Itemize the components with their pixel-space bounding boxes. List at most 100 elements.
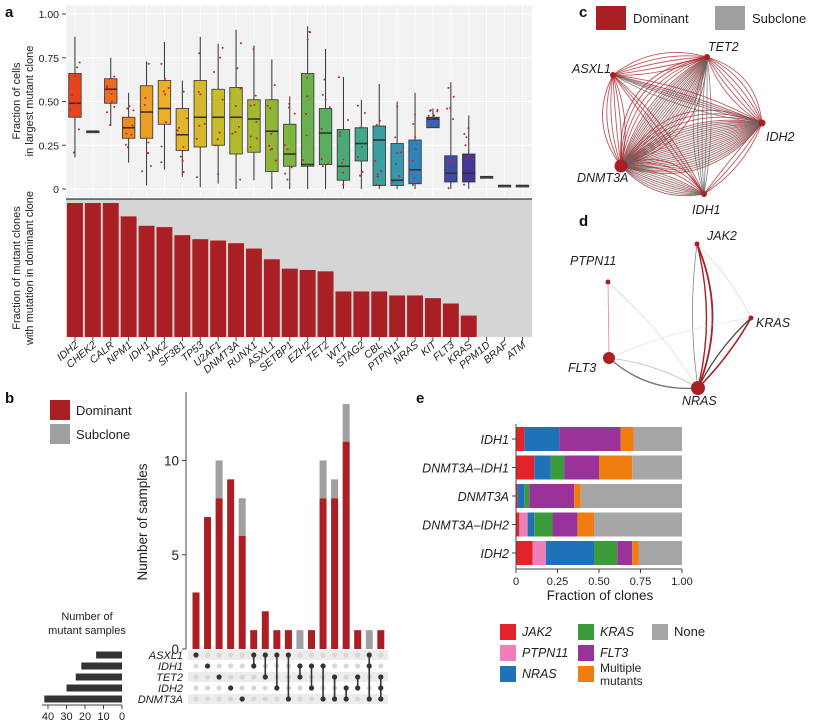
legend-kras-swatch — [578, 624, 594, 640]
matrix-dot-inactive — [320, 652, 326, 658]
dominant-fraction-bar — [389, 295, 406, 337]
data-point — [284, 172, 287, 175]
category-label: IDH2 — [481, 547, 510, 561]
dominant-fraction-bar — [460, 315, 477, 337]
legend-dominant-swatch — [596, 6, 626, 30]
data-point — [182, 90, 185, 93]
data-point — [217, 173, 220, 176]
barplot-bars — [66, 198, 532, 337]
panel-label-a: a — [5, 4, 14, 21]
matrix-dot-active — [216, 674, 222, 680]
network-edge — [620, 165, 705, 195]
node-dnmt3a — [614, 159, 628, 173]
legend-subclone-swatch — [715, 6, 745, 30]
dominant-bar — [331, 498, 339, 649]
data-point — [323, 78, 326, 81]
dominant-bar — [238, 535, 246, 649]
legend-flt3-label: FLT3 — [600, 646, 628, 660]
network-edge — [620, 122, 763, 167]
network-edge — [692, 56, 708, 195]
data-point — [255, 120, 258, 123]
data-point — [429, 117, 432, 120]
dominant-bar — [192, 592, 200, 649]
set-size-tick-label: 30 — [60, 711, 72, 723]
data-point — [286, 178, 289, 181]
data-point — [363, 111, 366, 114]
data-point — [359, 174, 362, 177]
data-point — [195, 176, 198, 179]
segment-multiple-mutants — [632, 541, 639, 565]
panel-label-d: d — [579, 213, 588, 230]
network-edge — [612, 74, 626, 167]
data-point — [234, 104, 237, 107]
data-point — [218, 131, 221, 134]
matrix-dot-inactive — [239, 685, 245, 691]
set-size-tick-label: 20 — [79, 711, 91, 723]
y-tick-label: 0.50 — [39, 97, 60, 109]
panel-c-network: Dominant Subclone TET2 ASXL1 IDH2 DNMT3A… — [571, 6, 806, 217]
set-size-bar — [96, 651, 122, 659]
data-point — [72, 151, 75, 154]
data-point — [185, 117, 188, 120]
data-point — [467, 156, 470, 159]
network-edge — [620, 56, 708, 167]
data-point — [110, 100, 113, 103]
matrix-dot-inactive — [216, 696, 222, 702]
x-tick-label: 0.75 — [630, 576, 651, 588]
network-edge — [696, 243, 708, 389]
matrix-dot-inactive — [228, 696, 234, 702]
segment-multiple-mutants — [574, 484, 581, 508]
network-edge — [620, 122, 763, 167]
dominant-fraction-bar — [120, 216, 137, 337]
category-label: IDH1 — [481, 433, 509, 447]
data-point — [203, 122, 206, 125]
box — [265, 99, 279, 172]
network-edge — [697, 317, 752, 389]
data-point — [198, 52, 201, 55]
matrix-dot-inactive — [262, 685, 268, 691]
segment-none — [580, 484, 682, 508]
data-point — [249, 104, 252, 107]
subclone-bar — [319, 460, 327, 499]
matrix-dot-inactive — [297, 685, 303, 691]
data-point — [463, 133, 466, 136]
upset-y-axis: 0 5 10 — [164, 392, 187, 657]
data-point — [452, 118, 455, 121]
stacked-legend: JAK2 PTPN11 NRAS KRAS FLT3 Multiple muta… — [500, 624, 705, 688]
matrix-dot-inactive — [193, 663, 199, 669]
network-edge — [620, 122, 763, 170]
matrix-dot-inactive — [216, 652, 222, 658]
box — [354, 127, 369, 162]
network-edge — [607, 281, 610, 359]
box — [318, 108, 333, 165]
legend-nras-label: NRAS — [522, 667, 557, 681]
data-point — [320, 157, 323, 160]
data-point — [305, 113, 308, 116]
legend-ptpn11-swatch — [500, 645, 516, 661]
box — [104, 78, 118, 104]
category-label: DNMT3A–IDH1 — [422, 462, 509, 476]
network-edge — [607, 281, 699, 389]
dominant-fraction-bar — [335, 291, 352, 337]
stacked-axes: IDH1 DNMT3A–IDH1 DNMT3A DNMT3A–IDH2 IDH2 0 0.2… — [422, 424, 693, 588]
data-point — [356, 104, 359, 107]
segment-ptpn11 — [519, 512, 528, 537]
network-edge — [706, 56, 763, 124]
legend-dominant-label: Dominant — [76, 403, 132, 418]
data-point — [465, 158, 468, 161]
data-point — [283, 144, 286, 147]
data-point — [78, 61, 81, 64]
matrix-dot-active — [193, 652, 199, 658]
data-point — [141, 170, 144, 173]
subclone-bar — [215, 460, 223, 499]
network-edge — [620, 122, 763, 171]
network-edge — [612, 74, 622, 167]
node-tet2 — [704, 54, 710, 60]
segment-multiple-mutants — [599, 455, 633, 480]
legend-jak2-label: JAK2 — [521, 625, 552, 639]
node-label-idh2: IDH2 — [766, 130, 795, 144]
data-point — [160, 62, 163, 65]
network-edge — [703, 56, 712, 195]
data-point — [446, 107, 449, 110]
